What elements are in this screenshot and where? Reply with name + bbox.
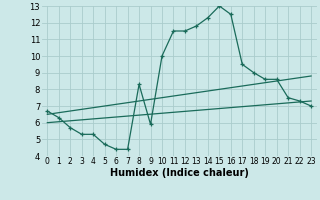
X-axis label: Humidex (Indice chaleur): Humidex (Indice chaleur) — [110, 168, 249, 178]
